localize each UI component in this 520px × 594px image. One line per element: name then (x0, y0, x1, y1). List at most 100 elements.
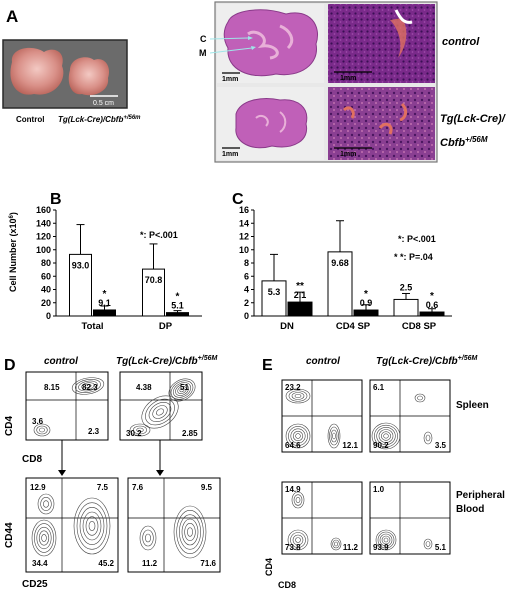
value-label: 2.5 (400, 282, 413, 292)
value-label: 70.8 (145, 275, 163, 285)
contour-ring (330, 537, 342, 551)
contour-ring (177, 385, 187, 395)
contour-ring (294, 393, 302, 399)
scale-label: 0.5 cm (93, 100, 114, 107)
bar (353, 309, 379, 317)
category-label: CD4 SP (336, 321, 371, 332)
plot-frame (25, 477, 119, 573)
contour-ring (376, 427, 396, 445)
y-tick-label: 0 (46, 311, 51, 321)
category-label: CD8 SP (402, 321, 437, 332)
quadrant-percent: 2.85 (182, 429, 198, 438)
y-tick-label: 40 (41, 285, 51, 295)
contour-ring (287, 529, 309, 551)
quadrant-percent: 2.3 (88, 427, 100, 436)
y-tick-label: 120 (36, 232, 51, 242)
gate-arrowhead (156, 470, 164, 476)
contour-ring (78, 380, 98, 392)
chart-c-pnote-1: *: P<.001 (398, 234, 436, 244)
contour-ring (145, 398, 175, 426)
contour-ring (179, 514, 201, 550)
contour-ring (425, 434, 431, 442)
panel-b-letter: B (50, 191, 62, 208)
contour-ring (36, 526, 52, 550)
contour-ring (425, 541, 431, 547)
y-tick-label: 12 (239, 232, 249, 242)
contour-ring (293, 494, 303, 506)
panel-a-letter: A (6, 7, 18, 26)
contour-ring (181, 518, 199, 546)
value-label: 2.1 (294, 290, 307, 300)
contour-ring (379, 533, 393, 547)
contour-ring (285, 388, 311, 404)
contour-ring (329, 426, 339, 446)
contour-ring (383, 433, 389, 439)
bar (327, 251, 353, 317)
bar (393, 298, 419, 317)
scale-1mm-b: 1mm (340, 75, 356, 82)
contour-ring (82, 511, 102, 541)
contour-ring (290, 428, 306, 444)
chart-b: 02040608010012014016093.09.1*Total70.85.… (36, 205, 202, 332)
contour-ring (40, 497, 52, 511)
contour-ring (295, 433, 301, 439)
contour-ring (41, 534, 47, 542)
bar (93, 309, 116, 317)
contour-ring (176, 510, 204, 554)
y-tick-label: 100 (36, 245, 51, 255)
contour-ring (139, 525, 157, 551)
row-label-control: control (442, 36, 480, 48)
contour-ring (142, 529, 154, 547)
contour-ring (141, 395, 179, 429)
y-tick-label: 60 (41, 271, 51, 281)
contour-ring (148, 401, 172, 423)
contour-ring (73, 497, 111, 555)
y-tick-label: 4 (244, 285, 249, 295)
quadrant-percent: 7.6 (132, 483, 144, 492)
contour-ring (172, 382, 192, 398)
histology-grid: 1mm C M 1mm 1mm 1mm (199, 1, 438, 163)
y-tick-label: 10 (239, 245, 249, 255)
panel-c-letter: C (232, 191, 244, 208)
y-tick-label: 160 (36, 205, 51, 215)
contour-ring (31, 519, 57, 557)
contour-ring (76, 502, 108, 550)
quadrant-percent: 8.15 (44, 383, 60, 392)
tg-thymus-photo (68, 57, 110, 96)
flow-d-tg-cd44cd25: 7.6 9.5 11.2 71.6 (127, 477, 221, 573)
contour-ring (381, 535, 391, 545)
contour-ring (414, 393, 426, 403)
quadrant-percent: 11.2 (343, 543, 359, 552)
e-xlabel: CD8 (278, 580, 296, 590)
y-tick-label: 2 (244, 298, 249, 308)
category-label: DP (159, 321, 173, 332)
quadrant-percent: 30.2 (126, 429, 142, 438)
quadrant-percent: 64.6 (285, 441, 301, 450)
control-thymus-photo (10, 47, 64, 95)
contour-ring (381, 431, 391, 441)
gross-photo: 0.5 cm (2, 39, 128, 109)
contour-ring (39, 427, 45, 433)
y-tick-label: 16 (239, 205, 249, 215)
y-tick-label: 8 (244, 258, 249, 268)
plot-frame (127, 477, 221, 573)
value-label: 93.0 (72, 260, 90, 270)
value-label: 9.68 (331, 258, 349, 268)
scale-1mm-a: 1mm (222, 76, 238, 83)
contour-ring (173, 505, 207, 559)
bar (287, 301, 313, 317)
d-top-ylabel: CD4 (4, 416, 15, 436)
contour-ring (84, 384, 92, 388)
y-tick-label: 140 (36, 218, 51, 228)
cortex-label: C (200, 34, 207, 44)
panel-e-letter: E (262, 357, 273, 374)
medulla-label: M (199, 48, 207, 58)
bar (261, 280, 287, 317)
value-label: 0.6 (426, 300, 439, 310)
contour-ring (375, 529, 397, 551)
contour-ring (168, 378, 196, 402)
bar (166, 312, 189, 317)
contour-ring (295, 497, 301, 503)
significance-mark: * (364, 289, 368, 300)
